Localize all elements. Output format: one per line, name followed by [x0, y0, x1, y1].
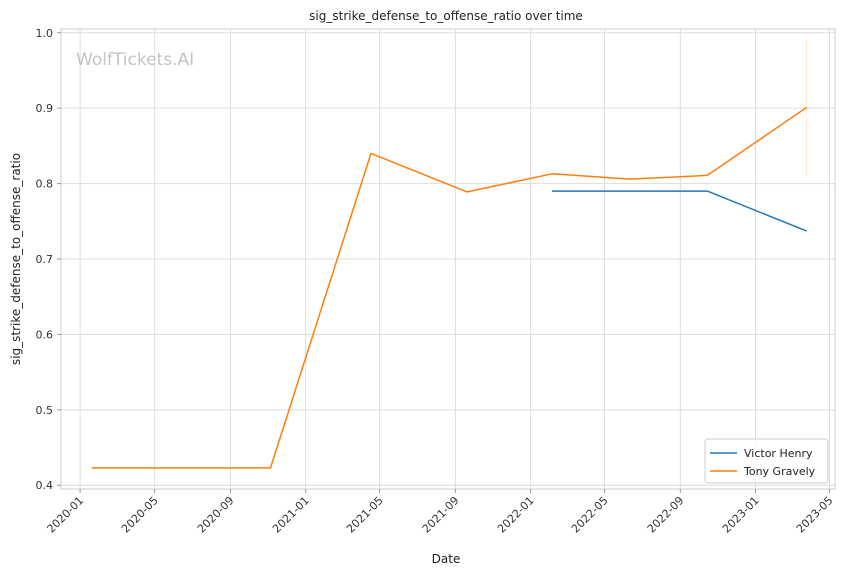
y-tick-label: 0.8 [36, 178, 54, 191]
legend-label-victor-henry: Victor Henry [744, 447, 813, 460]
x-tick-label: 2022-01 [495, 494, 537, 536]
series-line-victor-henry [552, 190, 807, 232]
x-tick-label: 2020-01 [45, 494, 87, 536]
legend-box [704, 438, 829, 484]
y-axis-title: sig_strike_defense_to_offense_ratio [9, 153, 23, 365]
x-tick-label: 2022-09 [645, 494, 687, 536]
y-tick-label: 0.6 [36, 328, 54, 341]
x-tick-label: 2021-05 [344, 494, 386, 536]
x-axis-ticks: 2020-01 2020-05 2020-09 2021-01 2021-05 2021-… [45, 489, 836, 536]
x-axis-title: Date [432, 552, 461, 566]
legend: Victor Henry Tony Gravely [704, 438, 829, 484]
series-line-tony-gravely [91, 106, 808, 469]
x-tick-label: 2023-05 [794, 494, 836, 536]
x-tick-label: 2020-09 [195, 494, 237, 536]
y-tick-label: 0.9 [36, 102, 54, 115]
y-axis-ticks: 0.4 0.5 0.6 0.7 0.8 0.9 1.0 [36, 27, 61, 492]
x-tick-label: 2022-05 [569, 494, 611, 536]
x-tick-label: 2021-01 [270, 494, 312, 536]
y-tick-label: 0.5 [36, 404, 54, 417]
x-tick-label: 2020-05 [119, 494, 161, 536]
chart-title: sig_strike_defense_to_offense_ratio over… [309, 9, 583, 23]
y-tick-label: 0.4 [36, 479, 54, 492]
series-lines [91, 106, 808, 469]
y-tick-label: 0.7 [36, 253, 54, 266]
legend-label-tony-gravely: Tony Gravely [743, 465, 816, 478]
watermark-text: WolfTickets.AI [76, 50, 194, 70]
y-tick-label: 1.0 [36, 27, 54, 40]
x-tick-label: 2023-01 [720, 494, 762, 536]
grid-lines [61, 29, 835, 489]
x-tick-label: 2021-09 [420, 494, 462, 536]
